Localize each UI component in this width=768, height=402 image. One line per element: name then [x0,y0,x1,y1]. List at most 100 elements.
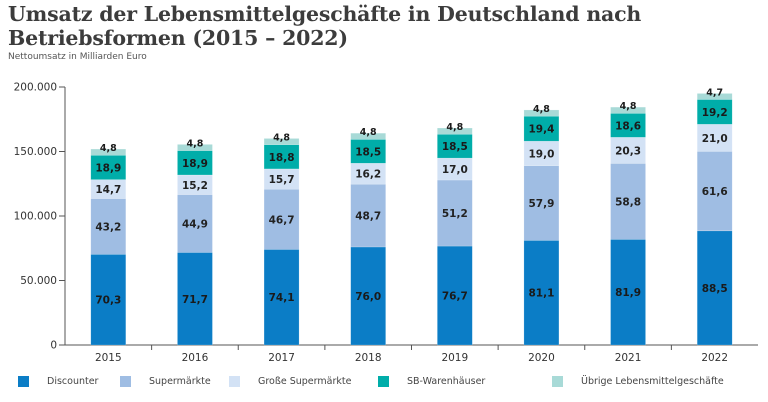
x-tick-label: 2017 [268,352,295,364]
bar-segment [263,138,300,145]
legend-label: Übrige Lebensmittelgeschäfte [581,376,724,387]
bar-segment [523,140,560,166]
data-label: 19,0 [528,148,554,160]
data-label: 74,1 [269,292,295,304]
legend-swatch [120,376,131,387]
bar-segment [90,254,127,346]
bar-segment [263,188,300,250]
bar-segment [610,137,646,164]
chart-title-line-2: Betriebsformen (2015 – 2022) [8,26,348,50]
data-label: 58,8 [615,196,641,208]
data-label: 14,7 [95,184,121,196]
x-tick-label: 2020 [528,352,555,364]
data-label: 81,9 [615,287,641,299]
bar-segment [610,163,646,240]
data-label: 17,0 [442,164,468,176]
data-label: 19,2 [702,107,728,119]
chart-legend: Discounter Supermärkte Große Supermärkte SB… [0,376,768,392]
legend-label: SB-Warenhäuser [407,376,486,387]
bar-segment [437,245,473,346]
bar-segment [523,115,560,142]
bar-segment [696,99,733,125]
data-label: 15,7 [269,174,295,186]
legend-swatch [552,376,563,387]
data-label: 16,2 [355,169,381,181]
data-label: 19,4 [528,124,554,136]
data-label: 4,8 [187,138,204,149]
bar-segment [350,246,386,346]
bar-segment [263,249,300,346]
legend-label: Discounter [47,376,99,387]
bar-segment [177,144,213,151]
legend-swatch [378,376,389,387]
data-label: 46,7 [269,214,295,226]
data-label: 81,1 [528,288,554,300]
data-label: 4,8 [620,101,637,112]
chart-subtitle: Nettoumsatz in Milliarden Euro [8,52,147,62]
bar-segment [696,230,733,346]
x-tick-label: 2019 [441,352,468,364]
data-label: 4,8 [273,132,290,143]
bar-segment [90,148,127,156]
bar-segment [350,183,386,248]
y-tick-label: 100.000 [14,211,57,223]
bar-segment [523,240,560,346]
x-tick-label: 2022 [701,352,728,364]
legend-swatch [18,376,29,387]
bar-segment [177,194,213,253]
data-label: 61,6 [702,186,728,198]
x-tick-label: 2018 [355,352,382,364]
data-label: 4,8 [533,104,550,115]
x-tick-label: 2016 [182,352,209,364]
chart-title-line-1: Umsatz der Lebensmittelgeschäfte in Deut… [8,2,642,26]
bar-segment [696,93,733,100]
legend-item: Supermärkte [120,376,211,387]
data-label: 4,8 [360,127,377,138]
data-label: 18,6 [615,120,641,132]
data-label: 71,7 [182,294,208,306]
data-label: 20,3 [615,145,641,157]
data-label: 18,9 [182,158,208,170]
bar-segment [610,106,646,114]
bar-segment [177,150,213,176]
data-label: 70,3 [95,295,121,307]
bar-segment [696,151,733,232]
data-label: 43,2 [95,221,121,233]
legend-item: Übrige Lebensmittelgeschäfte [552,376,724,387]
x-tick-label: 2015 [95,352,122,364]
data-label: 18,9 [95,162,121,174]
data-label: 57,9 [528,198,554,210]
data-label: 88,5 [702,283,728,295]
data-label: 51,2 [442,208,468,220]
legend-label: Supermärkte [149,376,211,387]
data-label: 4,7 [706,87,723,98]
x-tick-label: 2021 [615,352,642,364]
bar-segment [350,132,386,140]
bar-segment [437,127,473,135]
y-tick-label: 200.000 [14,82,57,94]
data-label: 4,8 [100,143,117,154]
legend-swatch [229,376,240,387]
data-label: 21,0 [702,133,728,145]
data-label: 48,7 [355,211,381,223]
legend-item: Discounter [18,376,98,387]
bar-segment [90,154,127,180]
data-label: 76,0 [355,291,381,303]
bar-segment [523,165,560,241]
data-label: 76,7 [442,291,468,303]
y-tick-label: 0 [50,340,57,352]
data-label: 18,5 [442,141,468,153]
bar-segment [177,252,213,346]
bar-segment [696,124,733,152]
data-label: 18,5 [355,146,381,158]
bar-segment [90,198,127,255]
bar-segment [437,179,473,247]
data-label: 4,8 [446,122,463,133]
data-label: 44,9 [182,219,208,231]
bar-segment [610,239,646,346]
y-tick-label: 50.000 [20,275,57,287]
y-tick-label: 150.000 [14,146,57,158]
legend-item: Große Supermärkte [229,376,351,387]
data-label: 15,2 [182,180,208,192]
legend-item: SB-Warenhäuser [378,376,485,387]
